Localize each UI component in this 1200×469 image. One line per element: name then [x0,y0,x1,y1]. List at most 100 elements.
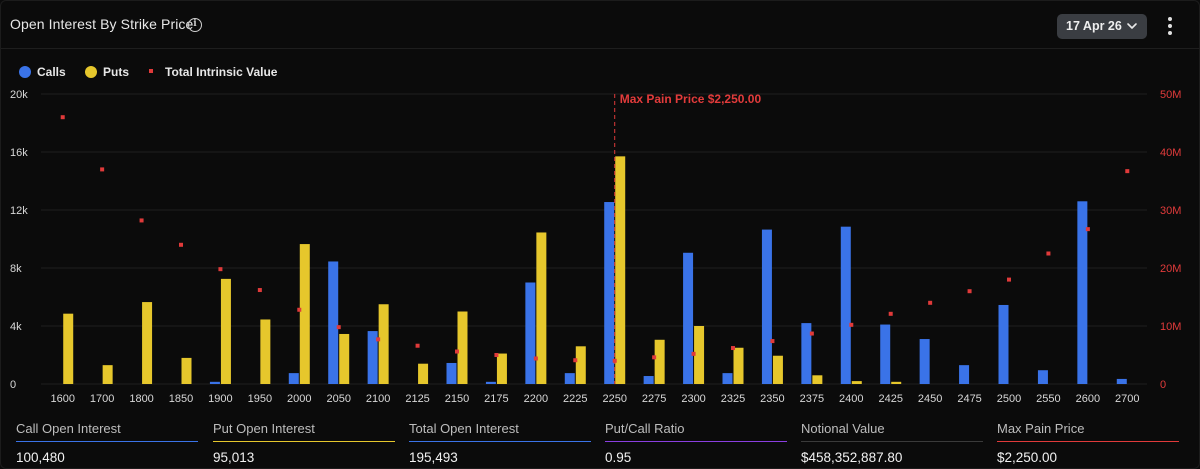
legend-calls-marker [19,66,31,78]
calls-bar [998,304,1009,384]
intrinsic-value-point [297,307,302,312]
x-tick-label: 2300 [681,393,705,405]
stat-underline [409,441,591,442]
intrinsic-value-point [849,322,854,327]
stat-underline [213,441,395,442]
x-tick-label: 2375 [800,393,824,405]
x-tick-label: 2150 [445,393,469,405]
stat-value: 95,013 [213,450,255,465]
intrinsic-value-point [218,267,223,272]
x-tick-label: 1800 [129,393,153,405]
stat-value: $2,250.00 [997,450,1058,465]
puts-bar [733,347,744,384]
stat-notional-value: Notional Value $458,352,887.80 [801,413,983,469]
card-header: Open Interest By Strike Price i 17 Apr 2… [1,1,1200,49]
legend-intrinsic-marker [149,69,153,73]
x-tick-label: 1900 [208,393,232,405]
intrinsic-value-point [139,218,144,223]
puts-bar [851,381,862,384]
intrinsic-value-point [888,311,893,316]
calls-bar [288,373,299,384]
x-tick-label: 2000 [287,393,311,405]
x-tick-label: 2325 [721,393,745,405]
stat-label: Put Open Interest [213,421,315,436]
expiry-date-select[interactable]: 17 Apr 26 [1057,14,1147,39]
intrinsic-value-point [928,300,933,305]
intrinsic-value-point [770,339,775,344]
intrinsic-value-point [652,355,657,360]
y-right-tick-label: 40M [1160,147,1181,159]
puts-bar [260,319,271,384]
intrinsic-value-point [336,325,341,330]
legend-intrinsic-label: Total Intrinsic Value [165,65,278,79]
y-left-tick-label: 16k [10,147,28,159]
calls-bar [604,202,615,384]
puts-bar [181,357,192,384]
puts-bar [536,232,547,384]
stat-value: 100,480 [16,450,65,465]
max-pain-label: Max Pain Price $2,250.00 [620,92,762,106]
intrinsic-value-point [731,346,735,351]
stat-label: Put/Call Ratio [605,421,685,436]
y-left-tick-label: 4k [10,321,22,333]
puts-bar [496,353,507,384]
x-tick-label: 2100 [366,393,390,405]
x-tick-label: 1600 [50,393,74,405]
stat-label: Notional Value [801,421,885,436]
stat-label: Max Pain Price [997,421,1085,436]
x-tick-label: 2500 [997,393,1021,405]
intrinsic-value-point [1046,251,1051,256]
stat-underline [997,441,1179,442]
puts-bar [654,339,665,384]
intrinsic-value-point [60,115,65,120]
x-tick-label: 2600 [1076,393,1100,405]
stat-underline [801,441,983,442]
y-left-tick-label: 8k [10,263,22,275]
calls-bar [722,373,733,384]
y-left-tick-label: 12k [10,205,28,217]
x-tick-label: 2350 [760,393,784,405]
x-tick-label: 2200 [524,393,548,405]
x-tick-label: 1950 [248,393,272,405]
stat-value: 195,493 [409,450,458,465]
intrinsic-value-point [257,288,262,293]
puts-bar [142,302,153,384]
intrinsic-value-point [967,289,972,294]
calls-bar [328,261,339,384]
kebab-menu-icon[interactable] [1163,15,1177,37]
open-interest-chart: 0 4k 8k 12k 16k 20k 0 10M 20M 30M 40M 50M 1600 1700 18… [10,89,1181,405]
calls-bar [209,381,220,384]
stat-underline [16,441,198,442]
calls-bar [485,381,496,384]
puts-bar [694,326,705,384]
x-tick-label: 1850 [169,393,193,405]
puts-bar [615,156,626,384]
puts-bar [418,363,429,384]
stat-max-pain-price: Max Pain Price $2,250.00 [997,413,1179,469]
calls-bar [959,365,970,384]
info-icon[interactable]: i [188,18,202,32]
y-right-tick-label: 10M [1160,321,1181,333]
calls-bar [1116,378,1127,384]
calls-bar [1077,201,1088,384]
puts-bar [63,313,74,384]
stat-label: Call Open Interest [16,421,121,436]
expiry-date-value: 17 Apr 26 [1066,19,1122,33]
intrinsic-value-point [1007,277,1011,282]
calls-bar [919,339,930,384]
calls-bar [564,373,575,384]
puts-bar [102,365,113,384]
puts-bar [457,311,468,384]
x-tick-label: 1700 [90,393,114,405]
x-tick-label: 2225 [563,393,587,405]
intrinsic-value-point [494,353,499,357]
x-tick-label: 2050 [326,393,350,405]
calls-bar [840,226,851,384]
stat-label: Total Open Interest [409,421,519,436]
legend-puts-marker [85,66,97,78]
y-left-tick-label: 20k [10,89,28,101]
stat-underline [605,441,787,442]
intrinsic-value-point [100,167,105,172]
puts-bar [891,381,902,384]
